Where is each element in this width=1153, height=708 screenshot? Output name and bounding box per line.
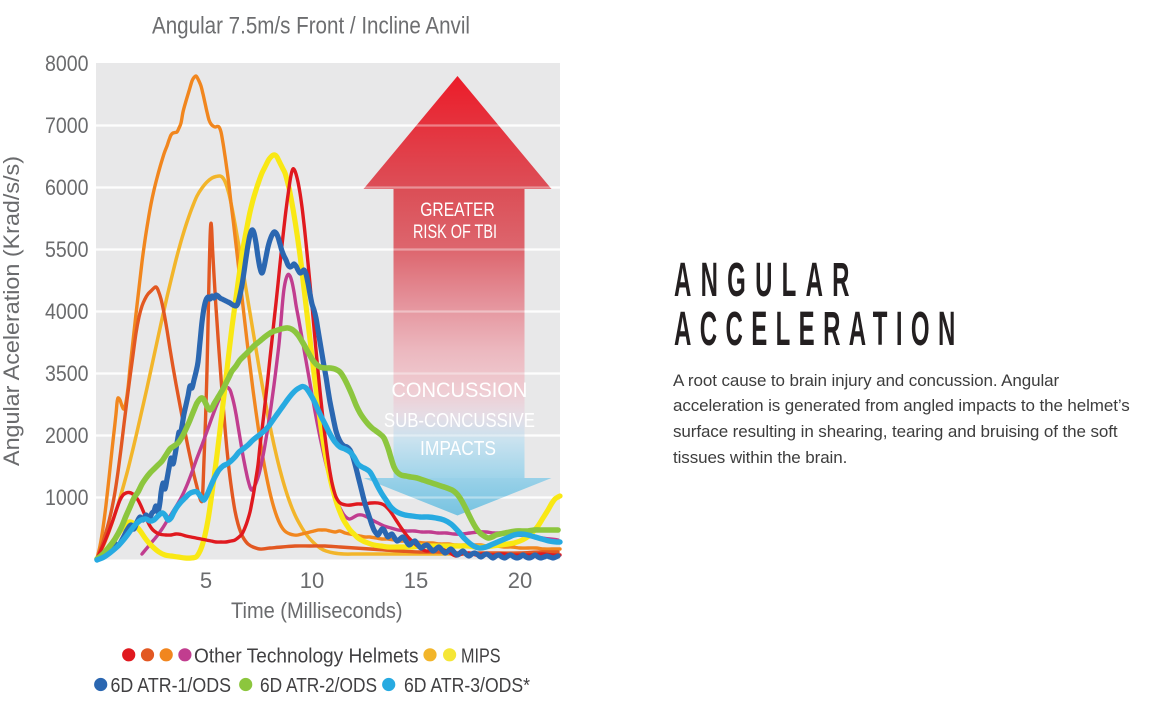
svg-text:MIPS: MIPS <box>461 645 501 668</box>
svg-text:RISK OF TBI: RISK OF TBI <box>413 222 497 243</box>
svg-text:6D ATR-3/ODS*: 6D ATR-3/ODS* <box>404 674 530 697</box>
svg-text:Other Technology Helmets: Other Technology Helmets <box>194 645 419 668</box>
svg-text:20: 20 <box>508 568 532 593</box>
svg-text:6000: 6000 <box>45 175 89 200</box>
svg-text:6D ATR-2/ODS: 6D ATR-2/ODS <box>260 674 377 697</box>
svg-text:Time (Milliseconds): Time (Milliseconds) <box>231 598 403 623</box>
svg-text:Angular 7.5m/s Front / Incline: Angular 7.5m/s Front / Incline Anvil <box>152 13 470 40</box>
svg-text:6D ATR-1/ODS: 6D ATR-1/ODS <box>111 674 232 697</box>
svg-text:10: 10 <box>300 568 324 593</box>
svg-text:2000: 2000 <box>45 423 89 448</box>
svg-text:1000: 1000 <box>45 485 89 510</box>
svg-text:CONCUSSION: CONCUSSION <box>391 378 527 402</box>
svg-text:GREATER: GREATER <box>420 200 495 221</box>
svg-text:IMPACTS: IMPACTS <box>420 438 496 460</box>
svg-text:8000: 8000 <box>45 51 89 76</box>
svg-text:Angular Aceleration (Krad/s/s): Angular Aceleration (Krad/s/s) <box>0 156 24 466</box>
svg-text:SUB-CONCUSSIVE: SUB-CONCUSSIVE <box>384 410 535 432</box>
svg-text:7000: 7000 <box>45 113 89 138</box>
svg-text:5500: 5500 <box>45 237 89 262</box>
svg-text:5: 5 <box>200 568 212 593</box>
svg-text:15: 15 <box>404 568 428 593</box>
svg-text:3500: 3500 <box>45 361 89 386</box>
svg-text:4000: 4000 <box>45 299 89 324</box>
